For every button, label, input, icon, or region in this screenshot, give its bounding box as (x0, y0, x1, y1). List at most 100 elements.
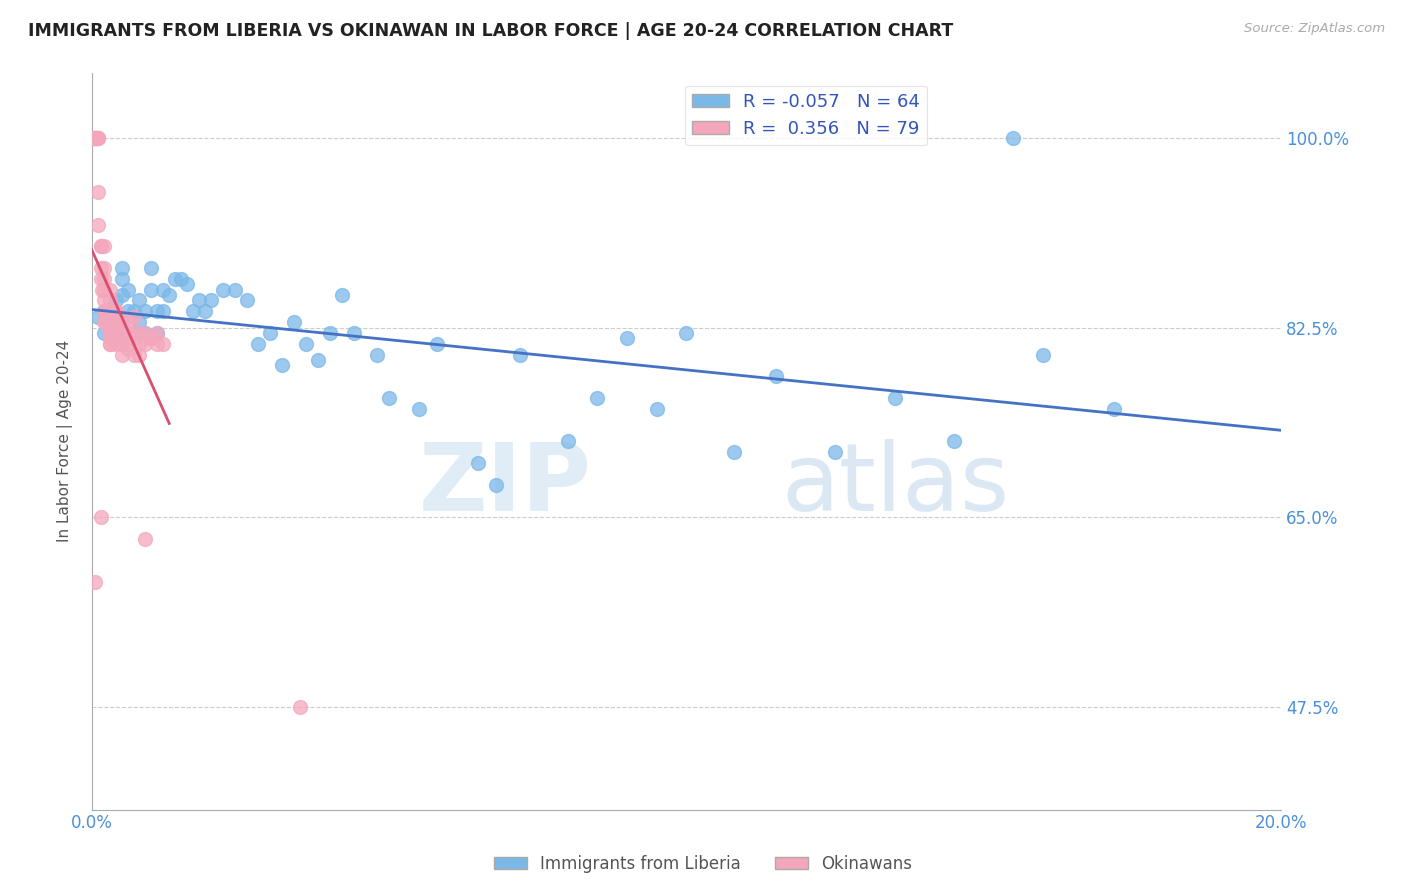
Point (146, 326, 169, 340)
Point (128, 326, 150, 340)
Point (616, 331, 638, 345)
Point (87, 131, 110, 145)
Point (111, 272, 134, 286)
Point (96, 304, 118, 318)
Point (111, 288, 134, 302)
Point (165, 272, 187, 286)
Point (152, 283, 174, 297)
Point (98, 326, 121, 340)
Point (146, 326, 169, 340)
Point (98, 293, 121, 308)
Point (509, 348, 531, 362)
Point (98, 336, 121, 351)
Point (765, 369, 787, 384)
Point (181, 304, 204, 318)
Point (141, 331, 163, 345)
Y-axis label: In Labor Force | Age 20-24: In Labor Force | Age 20-24 (58, 340, 73, 542)
Point (98, 336, 121, 351)
Point (824, 445, 846, 459)
Point (90, 260, 112, 275)
Point (723, 445, 745, 459)
Point (93, 326, 115, 340)
Point (146, 304, 169, 318)
Point (146, 336, 169, 351)
Legend: Immigrants from Liberia, Okinawans: Immigrants from Liberia, Okinawans (486, 848, 920, 880)
Point (111, 260, 134, 275)
Point (128, 315, 150, 329)
Point (83, 575, 105, 590)
Point (141, 260, 163, 275)
Point (83, 131, 105, 145)
Point (134, 304, 156, 318)
Point (134, 326, 156, 340)
Point (93, 304, 115, 318)
Point (122, 326, 145, 340)
Point (90, 239, 112, 253)
Point (98, 315, 121, 329)
Point (557, 434, 579, 449)
Point (319, 326, 342, 340)
Point (98, 304, 121, 318)
Point (117, 315, 139, 329)
Point (224, 283, 246, 297)
Text: ZIP: ZIP (419, 440, 592, 532)
Point (645, 401, 668, 416)
Point (86, 131, 108, 145)
Point (98, 326, 121, 340)
Point (111, 315, 134, 329)
Point (187, 293, 209, 308)
Point (128, 293, 150, 308)
Point (98, 315, 121, 329)
Point (111, 326, 134, 340)
Point (104, 326, 127, 340)
Point (111, 310, 134, 324)
Point (122, 310, 145, 324)
Point (104, 293, 127, 308)
Point (141, 331, 163, 345)
Point (93, 304, 115, 318)
Point (1104, 401, 1126, 416)
Point (91, 283, 114, 297)
Point (307, 353, 329, 368)
Point (117, 326, 139, 340)
Point (93, 293, 115, 308)
Point (98, 304, 121, 318)
Text: atlas: atlas (782, 440, 1010, 532)
Point (586, 391, 609, 405)
Point (134, 336, 156, 351)
Point (104, 304, 127, 318)
Point (104, 336, 127, 351)
Point (366, 348, 388, 362)
Point (104, 320, 127, 334)
Point (1002, 131, 1025, 145)
Point (86, 131, 108, 145)
Point (176, 277, 198, 292)
Point (467, 456, 489, 470)
Legend: R = -0.057   N = 64, R =  0.356   N = 79: R = -0.057 N = 64, R = 0.356 N = 79 (685, 86, 927, 145)
Text: IMMIGRANTS FROM LIBERIA VS OKINAWAN IN LABOR FORCE | AGE 20-24 CORRELATION CHART: IMMIGRANTS FROM LIBERIA VS OKINAWAN IN L… (28, 22, 953, 40)
Point (98, 315, 121, 329)
Point (134, 532, 156, 546)
Point (134, 326, 156, 340)
Point (90, 272, 112, 286)
Point (194, 304, 217, 318)
Point (128, 348, 150, 362)
Point (122, 348, 145, 362)
Point (98, 283, 121, 297)
Point (104, 326, 127, 340)
Text: Source: ZipAtlas.com: Source: ZipAtlas.com (1244, 22, 1385, 36)
Point (378, 391, 401, 405)
Point (288, 699, 311, 714)
Point (93, 239, 115, 253)
Point (82, 131, 104, 145)
Point (117, 336, 139, 351)
Point (342, 326, 364, 340)
Point (122, 331, 145, 345)
Point (883, 391, 905, 405)
Point (84, 131, 107, 145)
Point (157, 288, 180, 302)
Point (152, 336, 174, 351)
Point (200, 293, 222, 308)
Point (117, 304, 139, 318)
Point (122, 304, 145, 318)
